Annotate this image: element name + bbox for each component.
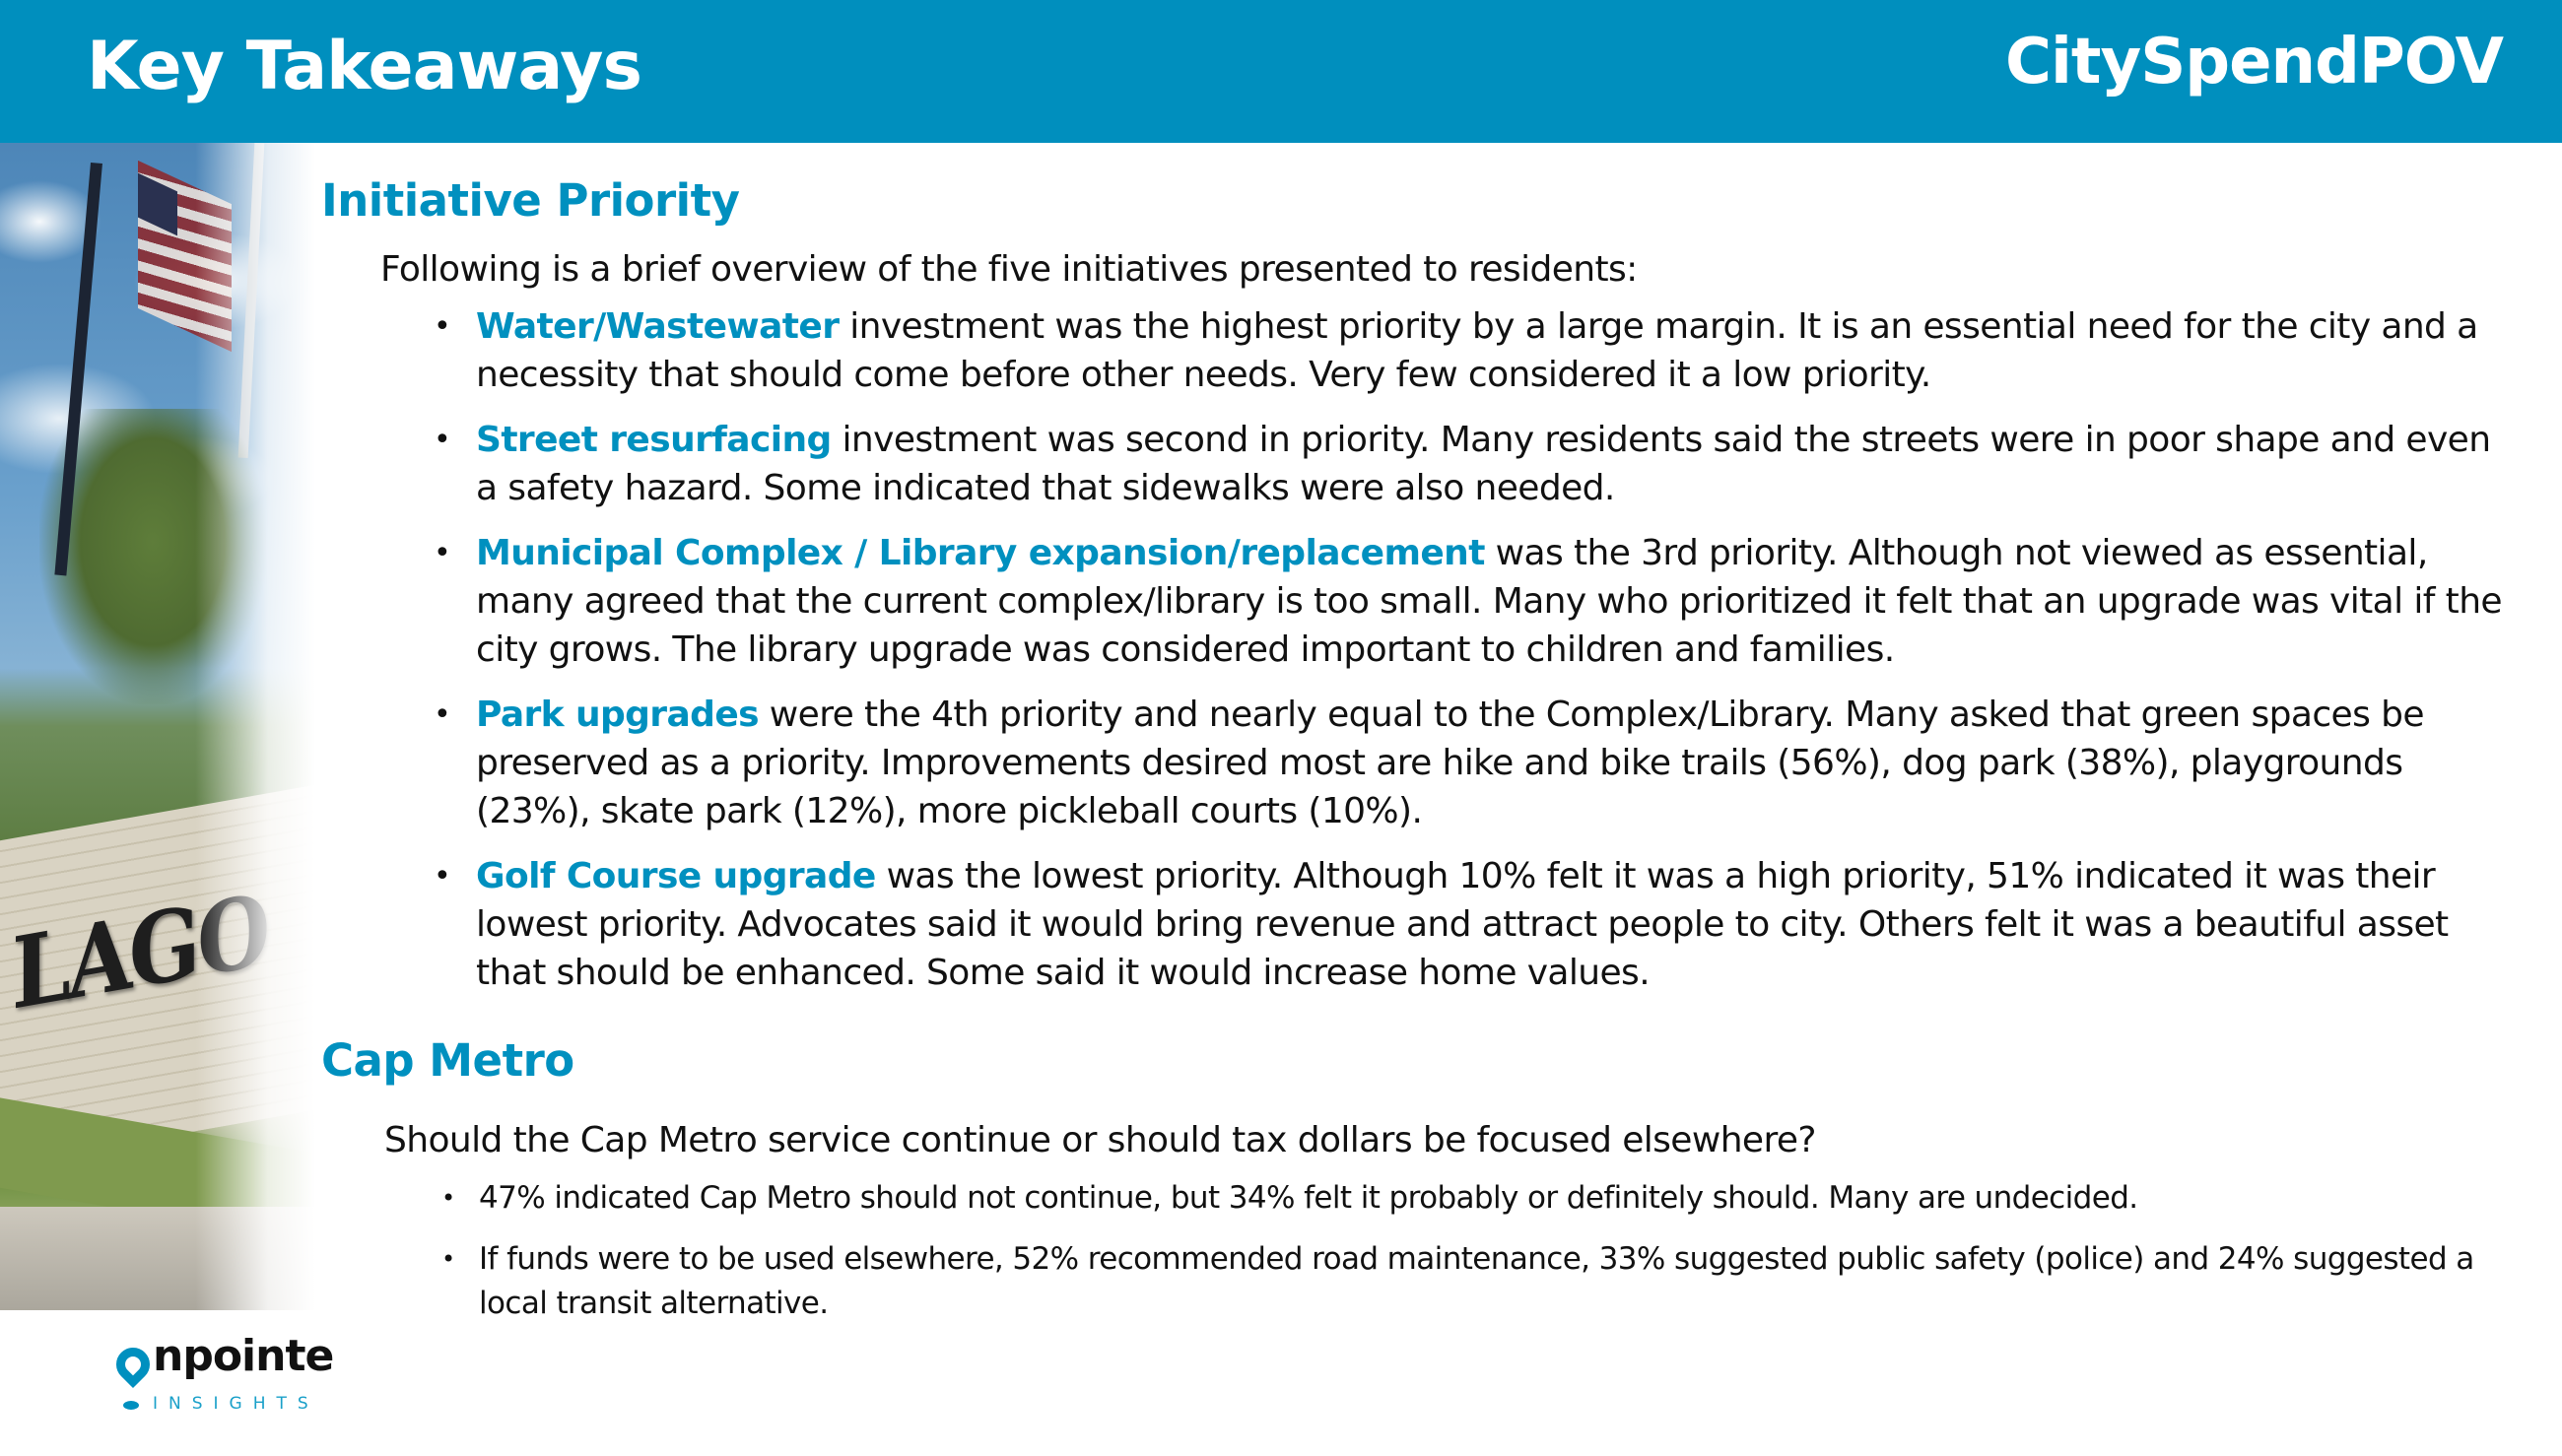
cap-metro-finding: 47% indicated Cap Metro should not conti… (479, 1180, 2138, 1216)
brand-name: CitySpendPOV (2004, 26, 2504, 99)
onpointe-logo: npointe INSIGHTS (108, 1331, 350, 1419)
initiative-name: Municipal Complex / Library expansion/re… (476, 533, 1485, 573)
photo-fade-overlay (0, 143, 315, 1310)
initiative-description: was the lowest priority. Although 10% fe… (476, 856, 2449, 993)
bullet-icon: • (434, 309, 451, 344)
map-pin-icon (108, 1340, 158, 1389)
bullet-icon: • (441, 1184, 455, 1212)
cap-metro-finding: If funds were to be used elsewhere, 52% … (479, 1241, 2474, 1321)
cap-metro-question: Should the Cap Metro service continue or… (384, 1120, 1817, 1160)
bullet-icon: • (441, 1245, 455, 1273)
page-title: Key Takeaways (87, 28, 642, 105)
initiative-description: was the 3rd priority. Although not viewe… (476, 533, 2503, 670)
initiative-description: investment was second in priority. Many … (476, 420, 2491, 508)
initiative-description: were the 4th priority and nearly equal t… (476, 695, 2424, 831)
initiative-name: Golf Course upgrade (476, 856, 876, 896)
main-content: Initiative Priority Following is a brief… (321, 143, 2509, 1343)
list-item-cap-metro-continue: • 47% indicated Cap Metro should not cont… (321, 1176, 2509, 1221)
bullet-icon: • (434, 859, 451, 893)
list-item-golf-course: • Golf Course upgrade was the lowest prio… (321, 852, 2509, 997)
initiative-name: Water/Wastewater (476, 306, 840, 347)
header-bar: Key Takeaways CitySpendPOV (0, 0, 2562, 143)
list-item-cap-metro-funds: • If funds were to be used elsewhere, 52%… (321, 1237, 2509, 1326)
pin-shadow-dot (123, 1401, 139, 1410)
list-item-streets: • Street resurfacing investment was secon… (321, 416, 2509, 512)
list-item-parks: • Park upgrades were the 4th priority and… (321, 691, 2509, 835)
logo-wordmark: npointe (153, 1331, 334, 1381)
list-item-water: • Water/Wastewater investment was the hig… (321, 302, 2509, 399)
city-photo: LAGO (0, 143, 315, 1310)
list-item-municipal-complex: • Municipal Complex / Library expansion/r… (321, 529, 2509, 674)
bullet-icon: • (434, 423, 451, 457)
bullet-icon: • (434, 536, 451, 570)
initiative-intro: Following is a brief overview of the fiv… (380, 249, 1638, 290)
bullet-icon: • (434, 697, 451, 732)
logo-subtitle: INSIGHTS (153, 1394, 319, 1414)
initiative-name: Street resurfacing (476, 420, 832, 460)
initiative-description: investment was the highest priority by a… (476, 306, 2478, 395)
section-title-initiative-priority: Initiative Priority (321, 174, 740, 227)
initiative-list: • Water/Wastewater investment was the hig… (321, 302, 2509, 997)
initiative-name: Park upgrades (476, 695, 760, 735)
cap-metro-list: • 47% indicated Cap Metro should not cont… (321, 1176, 2509, 1326)
section-title-cap-metro: Cap Metro (321, 1034, 574, 1087)
